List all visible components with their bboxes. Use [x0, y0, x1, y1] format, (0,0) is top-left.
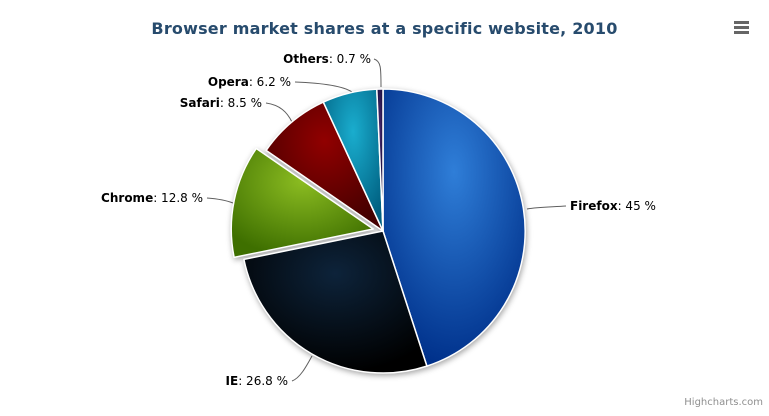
data-label-name: Firefox: [570, 199, 618, 213]
data-label-value: : 6.2 %: [248, 75, 291, 89]
data-label-ie[interactable]: IE: 26.8 %: [226, 374, 288, 388]
data-label-opera[interactable]: Opera: 6.2 %: [208, 75, 291, 89]
connector-firefox: [526, 205, 567, 210]
data-label-value: : 0.7 %: [328, 52, 371, 66]
context-menu-button[interactable]: [729, 16, 753, 38]
data-label-safari[interactable]: Safari: 8.5 %: [180, 96, 262, 110]
data-label-value: : 26.8 %: [238, 374, 288, 388]
connector-chrome: [206, 197, 234, 204]
credits-link[interactable]: Highcharts.com: [684, 397, 763, 408]
pie-slices: [230, 88, 526, 374]
connector-safari: [265, 102, 293, 123]
connector-ie: [291, 355, 313, 382]
data-label-value: : 12.8 %: [153, 191, 203, 205]
pie-slice-chrome[interactable]: [230, 147, 374, 259]
data-label-others[interactable]: Others: 0.7 %: [283, 52, 371, 66]
data-label-chrome[interactable]: Chrome: 12.8 %: [101, 191, 203, 205]
pie-slice-others[interactable]: [376, 88, 384, 232]
data-label-name: Safari: [179, 96, 220, 110]
data-label-name: Chrome: [101, 191, 154, 205]
label-connectors: [206, 58, 567, 382]
chart-title: Browser market shares at a specific webs…: [151, 19, 618, 38]
data-label-name: Others: [283, 52, 329, 66]
data-label-value: : 8.5 %: [219, 96, 262, 110]
data-label-value: : 45 %: [617, 199, 656, 213]
pie-slice-ie[interactable]: [243, 230, 428, 374]
pie-slice-firefox[interactable]: [382, 88, 526, 367]
data-label-name: IE: [225, 374, 239, 388]
hamburger-menu-icon: [733, 20, 749, 34]
connector-opera: [294, 81, 353, 93]
connector-others: [373, 58, 382, 88]
data-label-firefox[interactable]: Firefox: 45 %: [570, 199, 656, 213]
data-label-name: Opera: [207, 75, 249, 89]
